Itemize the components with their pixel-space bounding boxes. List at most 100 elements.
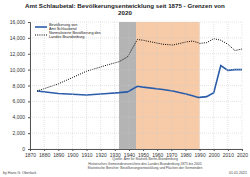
tick-label: 2,000 bbox=[12, 130, 25, 136]
series-line bbox=[37, 39, 242, 91]
tick-mark bbox=[28, 133, 30, 134]
tick: 1910 bbox=[81, 149, 92, 158]
tick: 16,000 bbox=[10, 19, 30, 25]
grid-line bbox=[58, 22, 59, 149]
grid-line bbox=[157, 22, 158, 149]
tick-label: 16,000 bbox=[10, 19, 26, 25]
tick: 2010 bbox=[223, 149, 234, 158]
axis-line bbox=[31, 150, 243, 152]
grid-line bbox=[242, 22, 243, 149]
tick-mark bbox=[28, 54, 30, 55]
shaded-range bbox=[119, 22, 136, 149]
tick: 2,000 bbox=[12, 130, 30, 136]
tick-mark bbox=[242, 149, 243, 151]
grid-line bbox=[114, 22, 115, 149]
tick: 1990 bbox=[195, 149, 206, 158]
tick-label: 1900 bbox=[67, 152, 78, 158]
grid-line bbox=[30, 117, 242, 118]
tick-mark bbox=[28, 38, 30, 39]
tick-mark bbox=[58, 149, 59, 151]
grid-line bbox=[185, 22, 186, 149]
tick-label: 6,000 bbox=[12, 98, 25, 104]
tick-mark bbox=[200, 149, 201, 151]
tick-mark bbox=[28, 117, 30, 118]
grid-line bbox=[86, 22, 87, 149]
legend-swatch bbox=[35, 26, 47, 28]
tick-label: 8,000 bbox=[12, 83, 25, 89]
tick: 0 bbox=[22, 146, 30, 152]
tick-label: 4,000 bbox=[12, 114, 25, 120]
y-axis: 0 2,000 4,000 6,000 8,000 10,000 12,000 14,000 1… bbox=[10, 19, 31, 152]
tick-mark bbox=[28, 22, 30, 23]
chart: Amt Schlaubetal: Bevölkerungsentwicklung… bbox=[0, 0, 250, 177]
tick: 1980 bbox=[180, 149, 191, 158]
tick-label: 2010 bbox=[223, 152, 234, 158]
title: Amt Schlaubetal: Bevölkerungsentwicklung… bbox=[25, 2, 225, 16]
tick: 2020 bbox=[237, 149, 248, 158]
tick-label: 2000 bbox=[209, 152, 220, 158]
tick: 12,000 bbox=[10, 51, 30, 57]
legend-swatch bbox=[35, 35, 47, 36]
grid-line bbox=[100, 22, 101, 149]
tick: 1880 bbox=[39, 149, 50, 158]
tick: 1870 bbox=[25, 149, 36, 158]
tick: 10,000 bbox=[10, 67, 30, 73]
tick-label: 1980 bbox=[180, 152, 191, 158]
axis-line bbox=[28, 23, 31, 150]
grid bbox=[30, 22, 242, 149]
tick-mark bbox=[44, 149, 45, 151]
grid-line bbox=[30, 133, 242, 134]
grid-line bbox=[30, 69, 242, 70]
tick: 1920 bbox=[96, 149, 107, 158]
tick-label: 14,000 bbox=[10, 35, 26, 41]
tick: 1890 bbox=[53, 149, 64, 158]
tick-label: 1990 bbox=[195, 152, 206, 158]
tick-mark bbox=[28, 101, 30, 102]
tick: 14,000 bbox=[10, 35, 30, 41]
tick: 2000 bbox=[209, 149, 220, 158]
tick-label: 1920 bbox=[96, 152, 107, 158]
tick-label: 2020 bbox=[237, 152, 248, 158]
legend: Bevölkerung vonAmt SchlaubetalNormalisie… bbox=[35, 23, 101, 39]
tick-mark bbox=[28, 86, 30, 87]
date: 01.01.2021 bbox=[229, 171, 247, 175]
tick-label: 1880 bbox=[39, 152, 50, 158]
tick-mark bbox=[101, 149, 102, 151]
grid-line bbox=[199, 22, 200, 149]
grid-line bbox=[30, 85, 242, 86]
source: Statistische Berichte: Bevölkerungsentwi… bbox=[88, 166, 203, 170]
tick-label: 0 bbox=[22, 146, 25, 152]
tick-mark bbox=[185, 149, 186, 151]
series-line bbox=[37, 66, 242, 98]
tick-mark bbox=[28, 70, 30, 71]
plot-area bbox=[37, 22, 242, 149]
grid-line bbox=[213, 22, 214, 149]
legend-label: Normalisierte Bevölkerung desLandes Bran… bbox=[49, 31, 101, 39]
tick-mark bbox=[143, 149, 144, 151]
grid-line bbox=[143, 22, 144, 149]
tick-mark bbox=[129, 149, 130, 151]
grid-line bbox=[30, 101, 242, 102]
tick-mark bbox=[157, 149, 158, 151]
grid-line bbox=[44, 22, 45, 149]
legend-label: Bevölkerung vonAmt Schlaubetal bbox=[49, 23, 77, 31]
tick-label: 1890 bbox=[53, 152, 64, 158]
tick-mark bbox=[87, 149, 88, 151]
tick-mark bbox=[115, 149, 116, 151]
grid-line bbox=[128, 22, 129, 149]
tick-mark bbox=[72, 149, 73, 151]
tick: 1900 bbox=[67, 149, 78, 158]
grid-line bbox=[30, 53, 242, 54]
tick-mark bbox=[214, 149, 215, 151]
tick-label: 1910 bbox=[81, 152, 92, 158]
tick-mark bbox=[171, 149, 172, 151]
grid-line bbox=[227, 22, 228, 149]
grid-line bbox=[171, 22, 172, 149]
tick-mark bbox=[28, 149, 30, 150]
tick: 8,000 bbox=[12, 83, 30, 89]
source: Quelle: Amt für Statistik Berlin-Branden… bbox=[112, 157, 178, 161]
tick: 6,000 bbox=[12, 98, 30, 104]
tick-label: 1870 bbox=[25, 152, 36, 158]
tick-mark bbox=[228, 149, 229, 151]
tick-label: 12,000 bbox=[10, 51, 26, 57]
